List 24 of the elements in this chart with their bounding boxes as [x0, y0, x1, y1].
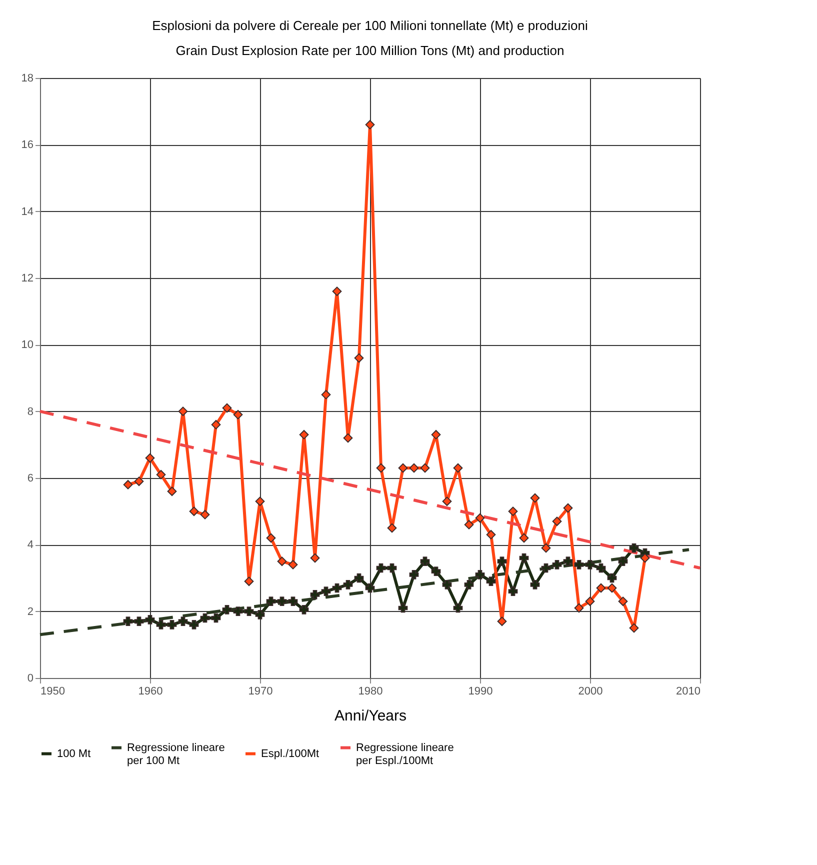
y-tick-label: 6 — [27, 472, 34, 484]
y-tick-label: 14 — [21, 206, 34, 218]
x-tick-label: 1970 — [248, 686, 273, 698]
y-tick-label: 0 — [27, 672, 34, 684]
legend-label: Regressione lineare per 100 Mt — [127, 742, 225, 767]
y-tick-label: 4 — [27, 539, 34, 552]
chart-subtitle: Grain Dust Explosion Rate per 100 Million Tons (Mt) and production — [176, 43, 564, 58]
legend-label: Regressione lineare per Espl./100Mt — [356, 742, 454, 767]
y-tick-label: 8 — [27, 406, 34, 418]
x-tick-label: 2000 — [578, 686, 603, 698]
y-tick-label: 2 — [27, 606, 34, 618]
y-tick-label: 12 — [21, 272, 34, 284]
legend-label: Espl./100Mt — [261, 748, 320, 760]
y-tick-label: 10 — [21, 339, 34, 352]
y-tick-label: 16 — [21, 139, 34, 152]
y-tick-label: 18 — [21, 72, 34, 84]
x-tick-label: 2010 — [676, 686, 700, 698]
x-tick-label: 1990 — [468, 686, 493, 698]
x-tick-label: 1950 — [40, 686, 65, 698]
x-tick-label: 1980 — [358, 686, 383, 698]
legend-label: 100 Mt — [57, 748, 91, 760]
x-axis-title: Anni/Years — [334, 708, 406, 724]
x-tick-label: 1960 — [138, 686, 163, 698]
chart-title: Esplosioni da polvere di Cereale per 100 Milioni tonnellate (Mt) e produzioni — [152, 18, 588, 33]
